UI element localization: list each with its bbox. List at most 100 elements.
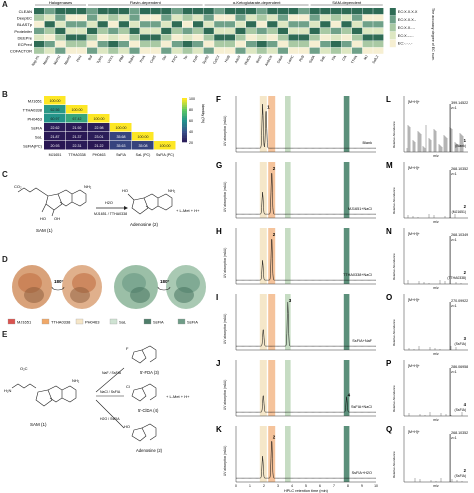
- x-axis-label: m/z: [433, 484, 439, 488]
- heatmap-cell: [44, 41, 55, 48]
- y-axis-label: UV absorption (mAU): [223, 116, 227, 146]
- heatmap-cell: [309, 14, 320, 21]
- heatmap-cell: [140, 21, 151, 28]
- heatmap-cell: [87, 41, 98, 48]
- heatmap-cell: [76, 21, 87, 28]
- heatmap-cell: [362, 8, 373, 15]
- legend-swatch: [41, 318, 50, 325]
- heatmap-cell: [299, 21, 310, 28]
- x-axis-label: HPLC retention time (min): [284, 489, 329, 493]
- identity-value: 35.68: [117, 135, 126, 139]
- arrow-label-naf: NaF / SsFIA: [102, 371, 122, 375]
- heatmap-cell: [161, 34, 172, 41]
- column-label: SsFIA: [116, 153, 126, 157]
- panel-letter: K: [216, 425, 222, 434]
- y-axis-label: UV absorption (mAU): [223, 182, 227, 212]
- legend-swatch: [389, 8, 396, 16]
- ion-label: [M+H]+: [408, 430, 420, 434]
- column-label: FlA: [331, 54, 337, 61]
- heatmap-cell: [108, 34, 119, 41]
- retention-band: [259, 426, 267, 482]
- rotation-label-right: 180°: [160, 279, 170, 284]
- legend-swatch: [109, 318, 118, 325]
- heatmap-cell: [182, 8, 193, 15]
- heatmap-cell: [97, 41, 108, 48]
- heatmap-cell: [97, 8, 108, 15]
- heatmap-cell: [256, 47, 267, 54]
- column-label: Bal: [87, 54, 93, 60]
- byproduct-label-e: + L-Met + H+: [166, 394, 190, 399]
- heatmap-cell: [256, 21, 267, 28]
- heatmap-cell: [267, 34, 278, 41]
- identity-cell: [88, 141, 110, 150]
- retention-band: [285, 162, 291, 218]
- heatmap-cell: [44, 47, 55, 54]
- y-axis-label: UV absorption (mAU): [223, 314, 227, 344]
- heatmap-cell: [150, 47, 161, 54]
- heatmap-cell: [34, 21, 45, 28]
- column-label: MarH1: [42, 55, 51, 66]
- scale-tick: 40: [189, 130, 193, 134]
- heatmap-cell: [65, 34, 76, 41]
- scale-swatch: [182, 120, 187, 123]
- identity-cell: [44, 132, 66, 141]
- row-label: ProteInfer: [14, 29, 32, 34]
- identity-value: 100.00: [160, 144, 171, 148]
- heatmap-cell: [352, 21, 363, 28]
- arrow-label-nacl: NaCl / SsFIA: [100, 390, 121, 394]
- column-label: DdaK: [276, 54, 284, 64]
- ion-label: [M+H]+: [408, 298, 420, 302]
- heatmap-cell: [330, 41, 341, 48]
- heatmap-cell: [87, 14, 98, 21]
- x-tick: 8: [347, 484, 349, 488]
- heatmap-cell: [140, 41, 151, 48]
- heatmap-cell: [140, 27, 151, 34]
- heatmap-cell: [267, 21, 278, 28]
- heatmap-cell: [97, 21, 108, 28]
- heatmap-cell: [309, 47, 320, 54]
- structure-overlay-right: [114, 265, 206, 309]
- identity-cell: [66, 105, 88, 114]
- retention-band: [268, 426, 276, 482]
- identity-matrix: MJ1651 100.00 TTHA0338 62.56 100.00 PH0463 60.…: [23, 96, 205, 157]
- row-label: SaL: [35, 135, 43, 140]
- heatmap-cell: [352, 47, 363, 54]
- heatmap-cell: [203, 21, 214, 28]
- heatmap-cell: [97, 14, 108, 21]
- heatmap-cell: [309, 27, 320, 34]
- scale-title: Identity (%): [201, 104, 205, 124]
- heatmap-cell: [373, 27, 384, 34]
- heatmap-cell: [246, 41, 257, 48]
- reagent-label: H2O: [105, 201, 113, 205]
- heatmap-cell: [267, 27, 278, 34]
- ec-heatmap: Halogenases Flavin-dependent α-Ketoglutara…: [10, 0, 435, 67]
- branch-arrows: [95, 367, 125, 429]
- svg-text:HO: HO: [40, 216, 46, 221]
- heatmap-cell: [87, 47, 98, 54]
- heatmap-cell: [277, 14, 288, 21]
- heatmap-cell: [108, 27, 119, 34]
- sam-structure-e: [11, 383, 77, 407]
- identity-cell: [110, 123, 132, 132]
- heatmap-cell: [330, 47, 341, 54]
- heatmap-cell: [330, 14, 341, 21]
- panel-letter: O: [386, 293, 392, 302]
- row-label: TTHA0338: [23, 108, 43, 113]
- column-label: TylH1: [96, 55, 104, 65]
- heatmap-cell: [246, 21, 257, 28]
- heatmap-cell: [224, 27, 235, 34]
- heatmap-cell: [288, 8, 299, 15]
- column-label: CmlS: [149, 54, 157, 64]
- heatmap-cell: [34, 34, 45, 41]
- svg-text:HO: HO: [124, 424, 130, 429]
- heatmap-cell: [246, 14, 257, 21]
- peak-label: 1: [267, 104, 270, 109]
- row-label: CLEAN: [19, 9, 32, 14]
- heatmap-cell: [299, 27, 310, 34]
- identity-value: 100.00: [72, 108, 83, 112]
- scale-swatch: [182, 102, 187, 105]
- heatmap-cell: [235, 41, 246, 48]
- charge-label: z=1: [451, 436, 457, 440]
- heatmap-cell: [55, 14, 66, 21]
